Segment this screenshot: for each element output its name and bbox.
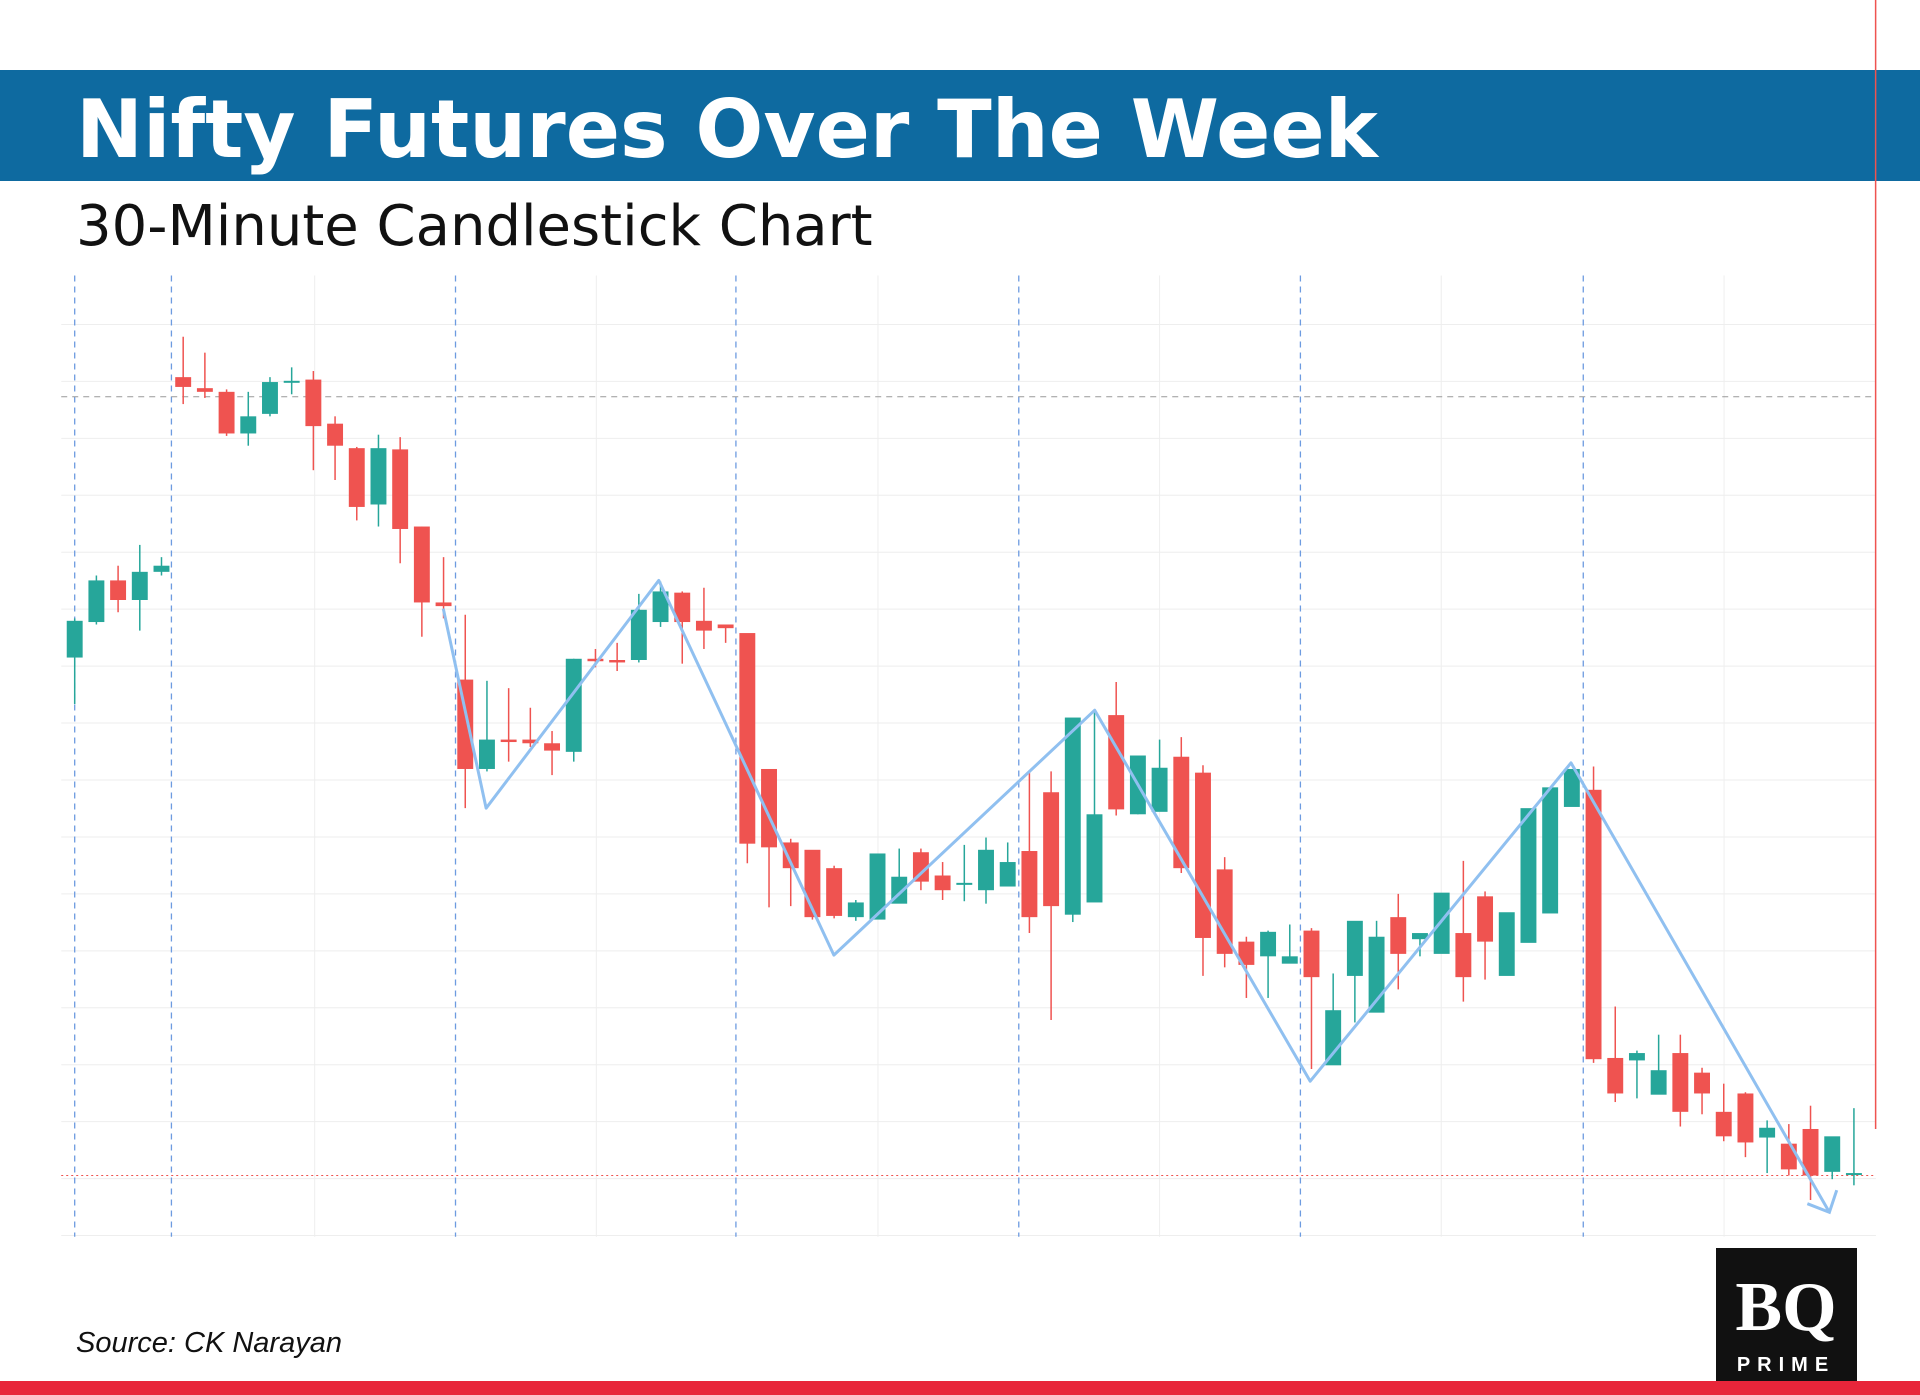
candle-body xyxy=(674,592,691,623)
zigzag-line xyxy=(441,578,1831,1213)
candle-body xyxy=(978,849,994,891)
candle-body xyxy=(1498,912,1515,976)
candle-body xyxy=(1281,956,1298,964)
zigzag xyxy=(441,578,1839,1215)
candle-body xyxy=(1325,1010,1342,1066)
candle-body xyxy=(478,739,495,769)
candle-body xyxy=(392,449,409,529)
candle-body xyxy=(999,862,1016,887)
candle-body xyxy=(717,624,734,629)
candle-body xyxy=(500,739,517,743)
candle-body xyxy=(218,391,235,434)
candle-body xyxy=(1715,1111,1732,1137)
candle-body xyxy=(739,633,756,844)
logo: BQ xyxy=(1735,1269,1836,1346)
candle-body xyxy=(1737,1093,1754,1143)
candle-body xyxy=(1195,772,1211,938)
zigzag-arrow xyxy=(1806,1189,1839,1215)
candle-body xyxy=(847,902,864,918)
candle-body xyxy=(1585,789,1602,1060)
candle-body xyxy=(305,379,322,427)
logo-box xyxy=(1716,1248,1857,1381)
candle-body xyxy=(1173,756,1190,869)
candle-body xyxy=(934,875,951,891)
candle-body xyxy=(565,658,582,752)
candle-body xyxy=(283,380,300,383)
candle-body xyxy=(1346,920,1363,976)
candle-body xyxy=(1845,1173,1862,1176)
candle-body xyxy=(1542,787,1559,914)
candle-body xyxy=(66,620,83,658)
candle-body xyxy=(1520,808,1537,943)
candle-body xyxy=(413,526,430,603)
chart-title: Nifty Futures Over The Week xyxy=(76,83,1380,176)
candle-body xyxy=(1628,1053,1645,1061)
candle-body xyxy=(1802,1128,1819,1176)
candle-body xyxy=(826,868,843,916)
candle-body xyxy=(88,580,105,623)
candle-body xyxy=(1563,768,1580,807)
candle-body xyxy=(1151,767,1168,812)
candle-body xyxy=(1064,717,1081,915)
candle-body xyxy=(609,660,626,663)
candle-body xyxy=(1238,941,1255,965)
bottom-bar xyxy=(0,1381,1920,1395)
candle-body xyxy=(1260,931,1277,957)
candle-body xyxy=(587,658,604,662)
candle-body xyxy=(761,768,777,848)
candle-body xyxy=(196,388,213,392)
candle-body xyxy=(782,842,799,869)
candle-body xyxy=(348,448,365,507)
candle-body xyxy=(1412,933,1428,940)
candle-body xyxy=(630,609,647,660)
candle-body xyxy=(912,852,929,882)
candle-body xyxy=(1021,851,1038,918)
candle-body xyxy=(1433,892,1450,954)
candle-body xyxy=(1390,917,1407,954)
candle-body xyxy=(544,743,561,751)
candle-body xyxy=(956,882,973,885)
candle-body xyxy=(240,416,257,434)
candle-body xyxy=(327,423,344,446)
candle-body xyxy=(1694,1072,1710,1094)
logo-sub: PRIME xyxy=(1737,1354,1835,1376)
candle-body xyxy=(457,679,474,769)
candle-body xyxy=(1477,896,1494,942)
candle-body xyxy=(1650,1070,1667,1095)
candle-body xyxy=(1672,1053,1689,1112)
candle-body xyxy=(262,382,278,414)
candle-body xyxy=(370,448,387,505)
candle-body xyxy=(110,580,127,600)
candle-body xyxy=(1780,1143,1797,1170)
source: Source: CK Narayan xyxy=(76,1327,342,1359)
candle-body xyxy=(1108,715,1125,810)
candle-body xyxy=(869,853,886,920)
candle-body xyxy=(435,602,452,607)
candles xyxy=(66,0,1877,1200)
candle-body xyxy=(1086,814,1103,903)
candle-body xyxy=(522,739,539,744)
candle-body xyxy=(1303,930,1320,978)
title-bar xyxy=(0,70,1920,181)
candle-body xyxy=(175,377,192,387)
candle-body xyxy=(1607,1057,1624,1094)
candle-body xyxy=(1216,869,1233,954)
chart-subtitle: 30-Minute Candlestick Chart xyxy=(76,194,873,259)
candle-body xyxy=(1455,933,1472,978)
candle-body xyxy=(1824,1136,1841,1172)
candle-body xyxy=(1043,792,1060,907)
candle-body xyxy=(695,620,712,631)
plot-decor xyxy=(61,275,1876,1237)
candle-body xyxy=(153,565,170,572)
candle-body xyxy=(1759,1127,1776,1138)
candle-body xyxy=(131,571,148,600)
candle-body xyxy=(652,591,669,623)
